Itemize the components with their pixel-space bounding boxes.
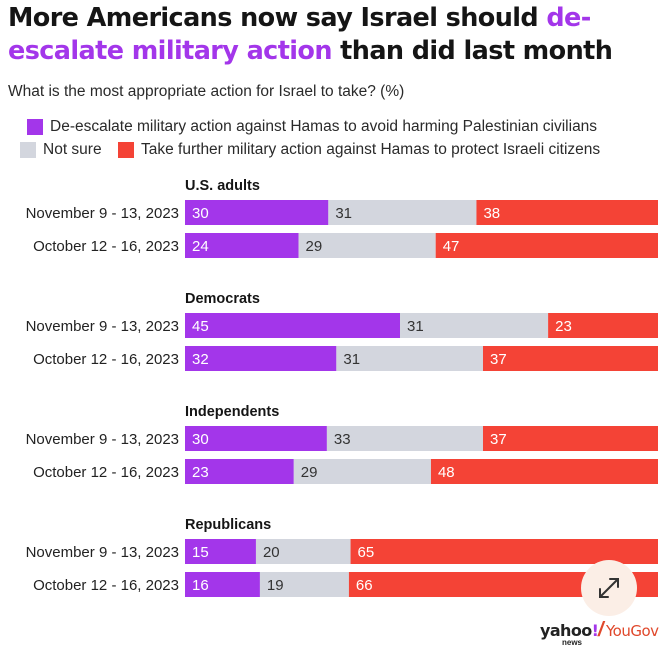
- data-label-deescalate: 16: [192, 577, 209, 594]
- logo-yahoo: yahoo!: [540, 621, 599, 640]
- logo-slash: /: [598, 619, 604, 641]
- expand-button[interactable]: [581, 560, 637, 616]
- bar-segment-further: [482, 426, 658, 451]
- bar-segment-further: [430, 459, 658, 484]
- row-label: November 9 - 13, 2023: [26, 431, 179, 448]
- row-label: November 9 - 13, 2023: [26, 318, 179, 335]
- bar-segment-not-sure: [336, 346, 483, 371]
- data-label-not-sure: 31: [343, 351, 360, 368]
- bar-segment-not-sure: [259, 572, 349, 597]
- data-label-not-sure: 33: [334, 431, 351, 448]
- legend-item-further: Take further military action against Ham…: [118, 139, 600, 161]
- legend-label-further: Take further military action against Ham…: [141, 141, 601, 158]
- row-label: October 12 - 16, 2023: [33, 351, 179, 368]
- bar-segment-deescalate: [185, 233, 299, 258]
- data-label-further: 38: [483, 205, 500, 222]
- chart-title: More Americans now say Israel should de-…: [8, 2, 658, 68]
- bar-segment-not-sure: [293, 459, 431, 484]
- legend-label-not-sure: Not sure: [43, 141, 102, 158]
- group-label-democrats: Democrats: [185, 291, 260, 307]
- bar-segment-not-sure: [326, 426, 483, 451]
- bar-segment-further: [476, 200, 658, 225]
- bar-segment-deescalate: [185, 539, 256, 564]
- data-label-not-sure: 19: [267, 577, 284, 594]
- row-label: October 12 - 16, 2023: [33, 577, 179, 594]
- data-label-not-sure: 31: [407, 318, 424, 335]
- row-label: October 12 - 16, 2023: [33, 464, 179, 481]
- data-label-further: 48: [438, 464, 455, 481]
- bar-segment-further: [548, 313, 658, 338]
- legend-item-not-sure: Not sure: [20, 139, 102, 161]
- data-label-not-sure: 29: [306, 238, 323, 255]
- bar-segment-not-sure: [400, 313, 549, 338]
- bar-segment-not-sure: [328, 200, 477, 225]
- legend-swatch-not-sure: [20, 142, 36, 158]
- legend-swatch-deescalate: [27, 119, 43, 135]
- logo-news: news: [562, 638, 583, 647]
- data-label-deescalate: 23: [192, 464, 209, 481]
- title-part-2: than did last month: [331, 36, 613, 66]
- title-part-1: More Americans now say Israel should: [8, 3, 547, 33]
- bar-segment-deescalate: [185, 200, 329, 225]
- bar-segment-deescalate: [185, 459, 294, 484]
- logo-yougov: YouGov: [606, 622, 659, 640]
- group-label-u-s-adults: U.S. adults: [185, 178, 260, 194]
- bar-segment-not-sure: [255, 539, 351, 564]
- data-label-deescalate: 32: [192, 351, 209, 368]
- legend-label-deescalate: De-escalate military action against Hama…: [50, 118, 598, 135]
- data-label-further: 47: [443, 238, 460, 255]
- row-label: October 12 - 16, 2023: [33, 238, 179, 255]
- bar-segment-deescalate: [185, 313, 400, 338]
- bar-segment-deescalate: [185, 426, 327, 451]
- data-label-further: 65: [358, 544, 375, 561]
- data-label-deescalate: 45: [192, 318, 209, 335]
- bar-segment-further: [350, 539, 658, 564]
- data-label-deescalate: 30: [192, 205, 209, 222]
- bar-segment-deescalate: [185, 572, 260, 597]
- yahoo-yougov-logo: yahoo! news / YouGov: [540, 619, 665, 647]
- bar-segment-deescalate: [185, 346, 337, 371]
- data-label-further: 37: [490, 351, 507, 368]
- chart-subtitle: What is the most appropriate action for …: [8, 83, 405, 100]
- group-label-republicans: Republicans: [185, 517, 271, 533]
- group-label-independents: Independents: [185, 404, 279, 420]
- row-label: November 9 - 13, 2023: [26, 205, 179, 222]
- data-label-not-sure: 20: [263, 544, 280, 561]
- data-label-deescalate: 30: [192, 431, 209, 448]
- bar-segment-not-sure: [298, 233, 436, 258]
- row-label: November 9 - 13, 2023: [26, 544, 179, 561]
- legend-swatch-further: [118, 142, 134, 158]
- data-label-further: 23: [555, 318, 572, 335]
- legend-item-deescalate: De-escalate military action against Hama…: [27, 116, 597, 138]
- data-label-deescalate: 24: [192, 238, 209, 255]
- bar-segment-further: [435, 233, 658, 258]
- data-label-not-sure: 31: [335, 205, 352, 222]
- data-label-further: 37: [490, 431, 507, 448]
- data-label-deescalate: 15: [192, 544, 209, 561]
- data-label-not-sure: 29: [301, 464, 318, 481]
- data-label-further: 66: [356, 577, 373, 594]
- bar-segment-further: [482, 346, 658, 371]
- expand-arrows-icon: [599, 578, 619, 598]
- title-highlight: de-escalate military action: [8, 3, 591, 66]
